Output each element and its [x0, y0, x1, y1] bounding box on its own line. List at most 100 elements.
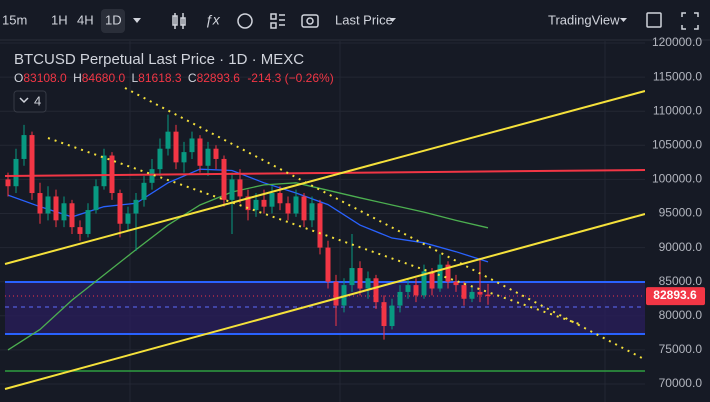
candle-body — [245, 196, 251, 211]
y-tick-label: 85000.0 — [659, 274, 703, 288]
interval-button[interactable]: 15m — [2, 12, 27, 27]
candle-body — [381, 302, 387, 327]
window-icon[interactable] — [646, 12, 662, 28]
candle-body — [277, 193, 283, 204]
value: 84680.0 — [82, 71, 126, 85]
candle-body — [77, 227, 83, 234]
candle-body — [221, 158, 227, 200]
candle-body — [53, 196, 59, 221]
candle-body — [197, 138, 203, 166]
y-tick-label: 70000.0 — [659, 376, 703, 390]
candle-body — [261, 199, 267, 207]
candle-body — [485, 294, 491, 297]
interval-button[interactable]: 1D — [105, 12, 122, 27]
candle-body — [413, 285, 419, 296]
alert-icon[interactable] — [237, 13, 253, 29]
price-axis — [645, 41, 710, 402]
candle-body — [389, 305, 395, 327]
brand-button[interactable]: TradingView — [548, 12, 620, 27]
y-tick-label: 100000.0 — [652, 172, 702, 186]
candle-body — [269, 193, 275, 207]
indicators-count[interactable]: 4 — [34, 93, 41, 108]
layout-icon[interactable] — [270, 13, 285, 29]
candle-body — [13, 158, 19, 187]
candle-body — [253, 199, 259, 211]
moving-average — [7, 182, 489, 351]
candle-body — [445, 264, 451, 282]
candle-body — [93, 186, 99, 211]
candle-body — [429, 271, 435, 289]
candle-body — [397, 291, 403, 306]
label: C — [188, 71, 197, 85]
zone — [5, 282, 645, 334]
channel-line — [4, 213, 646, 390]
candle-body — [45, 196, 51, 214]
candle-body — [301, 196, 307, 221]
legend-title: BTCUSD Perpetual Last Price · 1D · MEXC — [14, 51, 304, 68]
candle-body — [349, 268, 355, 286]
candle-body — [181, 152, 187, 163]
interval-button[interactable]: 4H — [77, 12, 94, 27]
candle-body — [29, 135, 35, 194]
value: 82893.6 — [197, 71, 241, 85]
chevron — [19, 97, 29, 104]
y-tick-label: 120000.0 — [652, 35, 702, 49]
interval-selected-bg — [101, 9, 125, 33]
fullscreen-icon[interactable] — [681, 12, 699, 30]
candle-body — [453, 281, 459, 286]
candle-body — [5, 179, 11, 187]
candle-body — [229, 179, 235, 200]
candle-body — [165, 131, 171, 149]
candle-body — [477, 291, 483, 295]
value: 81618.3 — [138, 71, 182, 85]
candle-body — [437, 264, 443, 289]
resistance-line — [4, 169, 646, 177]
candle-body — [69, 203, 75, 228]
candle-body — [421, 271, 427, 296]
candle-body — [21, 135, 27, 159]
candle-body — [461, 285, 467, 299]
label: H — [73, 71, 82, 85]
candle-body — [149, 169, 155, 183]
label: L — [131, 71, 138, 85]
candle-body — [141, 182, 147, 200]
y-tick-label: 110000.0 — [653, 103, 702, 117]
snapshot-icon[interactable] — [301, 14, 319, 28]
candle-body — [85, 210, 91, 234]
price-type-button[interactable]: Last Price — [335, 12, 393, 27]
candle-body — [333, 281, 339, 306]
indicators-icon[interactable]: ƒx — [205, 12, 221, 28]
price-axis-labels: 120000.0 115000.0 110000.0 105000.0 100000.0… — [646, 35, 705, 390]
candle-body — [213, 148, 219, 159]
candle-body — [317, 203, 323, 248]
candle-body — [285, 203, 291, 214]
chart-type-icon[interactable] — [172, 13, 186, 29]
candle-body — [325, 247, 331, 282]
brand-dropdown[interactable] — [620, 18, 627, 22]
y-tick-label: 115000.0 — [653, 69, 702, 83]
y-tick-label: 90000.0 — [659, 240, 703, 254]
candle-body — [309, 203, 315, 221]
candle-body — [125, 213, 131, 224]
candle-body — [133, 199, 139, 214]
candle-body — [405, 285, 411, 292]
interval-dropdown[interactable] — [133, 18, 141, 23]
candle-body — [365, 278, 371, 289]
y-tick-label: 80000.0 — [659, 308, 703, 322]
price-label: 82893.6 — [653, 288, 697, 302]
candle-body — [189, 138, 195, 153]
candle-body — [61, 203, 67, 221]
interval-button[interactable]: 1H — [51, 12, 68, 27]
candle-body — [469, 291, 475, 299]
candle-body — [117, 193, 123, 224]
label: O — [14, 71, 23, 85]
candle-body — [357, 268, 363, 289]
channel-line — [4, 90, 646, 265]
candle-body — [373, 278, 379, 303]
y-tick-label: 75000.0 — [659, 342, 703, 356]
price-type-dropdown[interactable] — [389, 18, 396, 22]
change: -214.3 (−0.26%) — [247, 71, 333, 85]
indicators-toggle[interactable] — [13, 90, 47, 113]
legend-ohlc: O83108.0 H84680.0 L81618.3 C82893.6 -214… — [14, 71, 334, 85]
